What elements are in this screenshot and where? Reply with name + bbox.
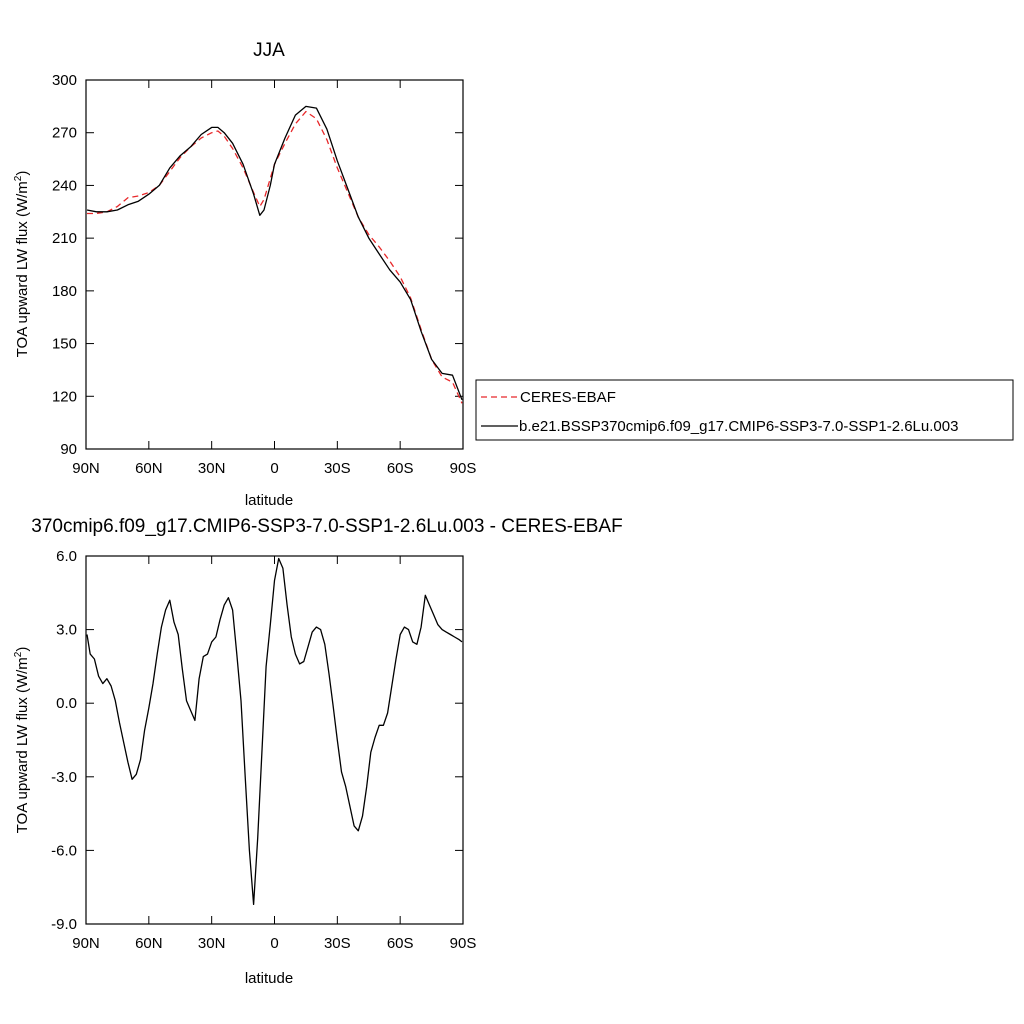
flux-latitude-chart: JJA 90 120 150 180 210 240 270 300 90N 60N 30N 0 30… (13, 40, 476, 509)
series-line-1 (86, 105, 463, 401)
x-tick-label: 90N (72, 935, 100, 952)
legend: CERES-EBAF b.e21.BSSP370cmip6.f09_g17.CM… (475, 379, 1014, 441)
series-group (86, 557, 463, 906)
y-tick-label: 0.0 (56, 695, 77, 712)
y-tick-label: 180 (52, 283, 77, 300)
y-tick-label: -3.0 (51, 769, 77, 786)
difference-latitude-chart: 370cmip6.f09_g17.CMIP6-SSP3-7.0-SSP1-2.6… (13, 516, 623, 987)
x-tick-label: 30S (324, 460, 351, 477)
y-tick-label: 240 (52, 177, 77, 194)
x-tick-label: 30N (198, 935, 226, 952)
plot-frame (85, 555, 464, 925)
x-axis-label: latitude (245, 492, 293, 509)
x-tick-label: 0 (270, 460, 278, 477)
y-axis-label: TOA upward LW flux (W/m2) (13, 647, 31, 834)
x-tick-label: 90S (450, 935, 477, 952)
y-tick-label: -6.0 (51, 842, 77, 859)
y-tick-label: 120 (52, 388, 77, 405)
y-tick-label: -9.0 (51, 916, 77, 933)
x-tick-label: 60N (135, 460, 163, 477)
plot-frame (85, 79, 464, 450)
chart-title: 370cmip6.f09_g17.CMIP6-SSP3-7.0-SSP1-2.6… (31, 516, 622, 537)
x-axis-label: latitude (245, 970, 293, 987)
chart-title: JJA (253, 40, 285, 61)
y-axis: -9.0 -6.0 -3.0 0.0 3.0 6.0 (51, 548, 463, 933)
y-tick-label: 210 (52, 230, 77, 247)
y-tick-label: 300 (52, 72, 77, 89)
series-line-0 (87, 110, 463, 404)
x-tick-label: 90S (450, 460, 477, 477)
y-axis: 90 120 150 180 210 240 270 300 (52, 72, 463, 458)
x-tick-label: 60S (387, 935, 414, 952)
legend-label-ceres: CERES-EBAF (520, 389, 616, 406)
x-axis: 90N 60N 30N 0 30S 60S 90S (72, 556, 476, 952)
y-axis-label: TOA upward LW flux (W/m2) (13, 171, 31, 358)
y-tick-label: 150 (52, 336, 77, 353)
legend-label-model: b.e21.BSSP370cmip6.f09_g17.CMIP6-SSP3-7.… (519, 418, 958, 435)
y-tick-label: 90 (60, 441, 77, 458)
series-line-0 (86, 557, 463, 906)
x-tick-label: 60S (387, 460, 414, 477)
x-tick-label: 90N (72, 460, 100, 477)
x-tick-label: 30S (324, 935, 351, 952)
y-tick-label: 6.0 (56, 548, 77, 565)
x-axis: 90N 60N 30N 0 30S 60S 90S (72, 80, 476, 477)
y-tick-label: 270 (52, 125, 77, 142)
legend-box (475, 379, 1014, 441)
series-group (86, 105, 463, 404)
y-tick-label: 3.0 (56, 622, 77, 639)
x-tick-label: 30N (198, 460, 226, 477)
x-tick-label: 60N (135, 935, 163, 952)
x-tick-label: 0 (270, 935, 278, 952)
